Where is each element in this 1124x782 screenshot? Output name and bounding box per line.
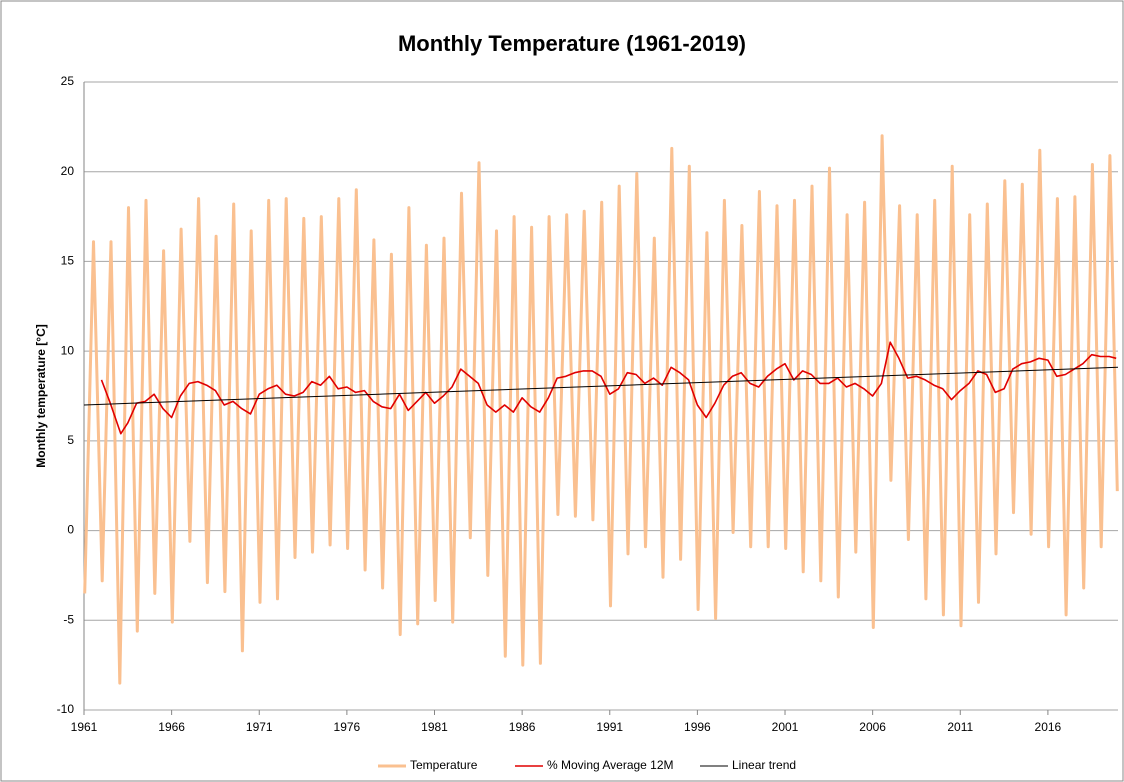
x-tick-label: 1966 — [158, 720, 185, 734]
x-tick-label: 2001 — [772, 720, 799, 734]
legend-label: Temperature — [410, 758, 478, 772]
x-tick-label: 1981 — [421, 720, 448, 734]
x-tick-label: 1991 — [596, 720, 623, 734]
y-tick-label: 20 — [61, 164, 75, 178]
y-tick-label: -10 — [57, 702, 75, 716]
x-tick-label: 2016 — [1035, 720, 1062, 734]
x-tick-label: 1961 — [71, 720, 98, 734]
data-line — [83, 366, 1119, 406]
x-tick-label: 1976 — [334, 720, 361, 734]
x-tick-label: 2011 — [947, 720, 973, 734]
data-line — [83, 134, 1119, 685]
x-tick-label: 2006 — [859, 720, 886, 734]
y-tick-label: 5 — [67, 433, 74, 447]
y-axis-title: Monthly temperature [°C] — [34, 324, 48, 467]
y-tick-label: 10 — [61, 343, 75, 357]
x-tick-label: 1971 — [246, 720, 273, 734]
y-tick-label: 25 — [61, 74, 75, 88]
chart-title: Monthly Temperature (1961-2019) — [398, 31, 746, 56]
y-tick-label: -5 — [63, 612, 74, 626]
x-tick-label: 1996 — [684, 720, 711, 734]
y-tick-label: 15 — [61, 254, 75, 268]
data-line — [100, 341, 1117, 435]
legend-label: Linear trend — [732, 758, 796, 772]
legend-label: % Moving Average 12M — [547, 758, 674, 772]
y-tick-label: 0 — [67, 523, 74, 537]
x-tick-label: 1986 — [509, 720, 536, 734]
